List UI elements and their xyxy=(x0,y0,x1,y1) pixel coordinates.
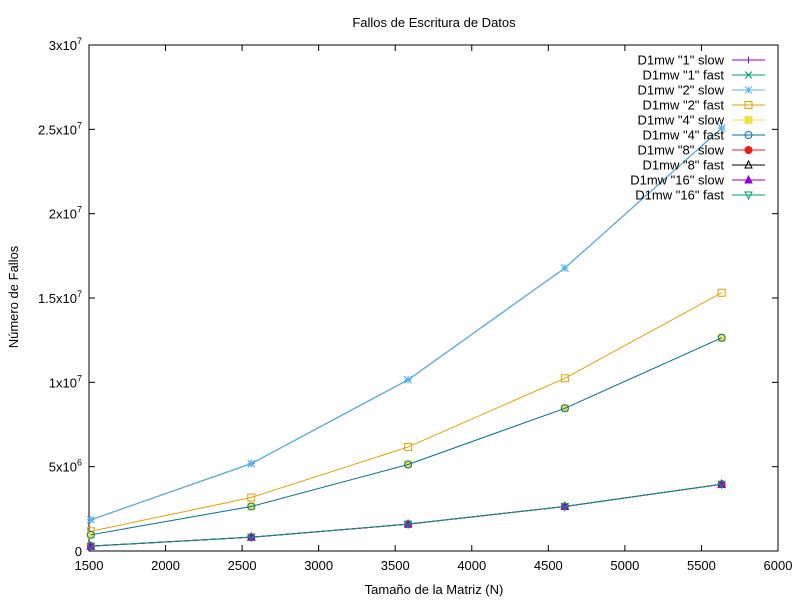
data-point xyxy=(403,520,413,530)
series-line-5 xyxy=(90,337,722,536)
data-point xyxy=(247,459,256,468)
legend-label: D1mw "1" fast xyxy=(643,68,725,83)
y-tick-label: 1.5x107 xyxy=(38,289,82,306)
x-tick-label: 4000 xyxy=(457,558,486,573)
legend-marker xyxy=(744,174,753,184)
data-point xyxy=(717,124,726,133)
x-tick-label: 6000 xyxy=(764,558,793,573)
y-tick-label: 1x107 xyxy=(49,373,82,390)
x-tick-label: 1500 xyxy=(75,558,104,573)
data-point xyxy=(560,502,570,512)
plot-area: 1500 2000 2500 3000 3500 4000 4500 5000 5500 6000… xyxy=(38,36,793,573)
data-point xyxy=(246,533,256,543)
legend-marker xyxy=(744,101,753,109)
legend-marker xyxy=(744,159,753,169)
data-point xyxy=(717,480,726,490)
x-tick-label: 2500 xyxy=(228,558,257,573)
data-point xyxy=(561,264,569,272)
data-point xyxy=(717,288,726,297)
x-axis-label: Tamaño de la Matriz (N) xyxy=(365,582,504,597)
data-point xyxy=(404,375,412,384)
series-line-7 xyxy=(90,483,722,547)
series-line-9 xyxy=(90,483,722,547)
series-line-4 xyxy=(90,292,722,532)
series-line-6 xyxy=(90,337,722,536)
data-point xyxy=(717,333,726,342)
y-tick-label: 2x107 xyxy=(49,205,82,222)
legend-marker xyxy=(744,71,753,79)
y-tick-label: 3x107 xyxy=(49,36,82,53)
data-point xyxy=(86,530,95,539)
legend-label: D1mw "4" slow xyxy=(637,113,724,128)
legend-marker xyxy=(744,191,753,201)
data-point xyxy=(247,493,256,502)
data-point xyxy=(247,502,256,511)
legend-label: D1mw "4" fast xyxy=(643,128,725,143)
chart-title: Fallos de Escritura de Datos xyxy=(352,15,516,30)
x-tick-label: 5000 xyxy=(610,558,639,573)
legend-marker xyxy=(744,116,753,124)
legend-label: D1mw "16" slow xyxy=(630,173,724,188)
legend-label: D1mw "2" fast xyxy=(643,98,725,113)
x-tick-label: 4500 xyxy=(534,558,563,573)
legend-label: D1mw "2" slow xyxy=(637,83,724,98)
legend-label: D1mw "8" slow xyxy=(637,143,724,158)
data-point xyxy=(86,515,95,524)
data-point xyxy=(560,374,569,383)
x-tick-label: 3500 xyxy=(381,558,410,573)
x-tick-label: 5500 xyxy=(687,558,716,573)
x-tick-label: 3000 xyxy=(304,558,333,573)
y-axis-label: Número de Fallos xyxy=(6,245,21,348)
y-tick-label: 5x106 xyxy=(49,458,82,475)
legend-marker xyxy=(745,56,752,64)
data-point xyxy=(560,404,569,413)
y-tick-label: 2.5x107 xyxy=(38,120,82,137)
legend-label: D1mw "1" slow xyxy=(637,53,724,68)
data-point xyxy=(86,542,96,552)
legend-marker xyxy=(744,86,753,94)
x-tick-label: 2000 xyxy=(151,558,180,573)
data-point xyxy=(404,460,413,469)
legend-marker xyxy=(744,146,753,154)
data-point xyxy=(404,442,413,451)
y-tick-label: 0 xyxy=(75,544,82,559)
series-line-10 xyxy=(90,483,722,547)
legend-label: D1mw "8" fast xyxy=(643,158,725,173)
series-line-8 xyxy=(90,483,722,547)
legend-marker xyxy=(744,131,753,139)
legend-label: D1mw "16" fast xyxy=(635,188,724,203)
